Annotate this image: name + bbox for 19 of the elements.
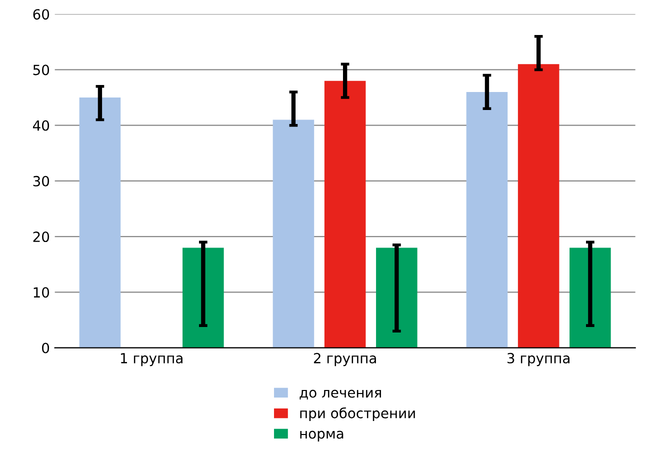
y-tick-label: 30 bbox=[33, 176, 50, 186]
x-tick-label: 1 группа bbox=[120, 353, 182, 366]
y-tick-label: 10 bbox=[34, 287, 50, 298]
bar bbox=[466, 92, 508, 348]
y-tick-label: 40 bbox=[32, 120, 50, 131]
bar bbox=[272, 120, 314, 348]
y-tick-label: 0 bbox=[42, 342, 50, 354]
legend-label: норма bbox=[300, 430, 344, 442]
y-tick-label: 60 bbox=[33, 9, 50, 20]
bar bbox=[324, 80, 366, 348]
bar bbox=[376, 248, 418, 348]
bar bbox=[79, 98, 121, 348]
legend-label: до лечения bbox=[300, 390, 381, 400]
y-tick-label: 50 bbox=[33, 64, 50, 76]
legend-label: при обострении bbox=[300, 407, 415, 422]
y-tick-label: 20 bbox=[33, 232, 50, 242]
bar bbox=[518, 64, 560, 348]
x-tick-label: 2 группа bbox=[314, 352, 376, 366]
x-tick-label: 3 группа bbox=[508, 352, 570, 366]
